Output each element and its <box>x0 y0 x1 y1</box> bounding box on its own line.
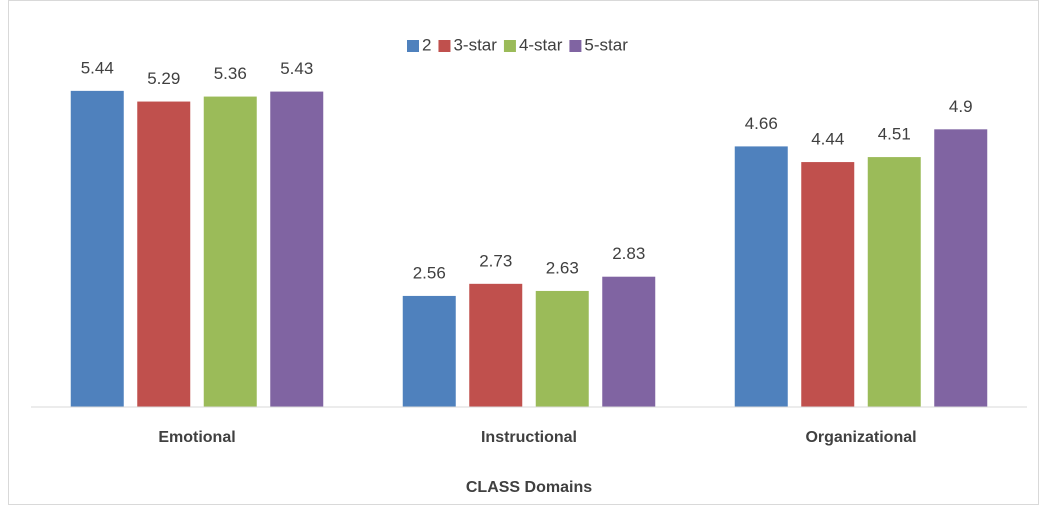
legend-swatch <box>438 40 451 52</box>
x-tick-label: Instructional <box>481 429 577 446</box>
data-label: 2.83 <box>612 244 645 263</box>
data-label: 4.44 <box>811 130 844 149</box>
data-label: 5.43 <box>280 59 313 78</box>
data-label: 4.51 <box>878 125 911 144</box>
data-label: 4.9 <box>949 97 973 116</box>
bar <box>867 157 921 407</box>
bar <box>602 276 656 407</box>
data-label: 4.66 <box>745 114 778 133</box>
data-label: 2.63 <box>546 258 579 277</box>
legend-swatch <box>503 40 516 52</box>
bar <box>934 129 988 407</box>
legend-swatch <box>407 40 419 52</box>
bar <box>734 146 788 407</box>
data-label: 5.44 <box>81 58 114 77</box>
legend-label: 2 <box>422 35 431 54</box>
data-label: 2.73 <box>479 251 512 270</box>
x-axis-label: CLASS Domains <box>466 479 592 496</box>
legend-label: 3-star <box>453 35 497 54</box>
legend-label: 4-star <box>519 35 563 54</box>
x-tick-label: Organizational <box>805 429 916 446</box>
data-label: 5.36 <box>214 64 247 83</box>
bar <box>535 290 589 407</box>
bar <box>70 90 124 407</box>
bar <box>203 96 257 408</box>
data-label: 2.56 <box>413 263 446 282</box>
bar <box>469 283 523 407</box>
data-label: 5.29 <box>147 69 180 88</box>
bar <box>801 162 855 407</box>
legend-label: 5-star <box>584 35 628 54</box>
bar <box>270 91 324 408</box>
legend-swatch <box>569 40 582 52</box>
x-tick-label: Emotional <box>158 429 235 446</box>
bar <box>137 101 191 407</box>
bar <box>402 295 456 407</box>
